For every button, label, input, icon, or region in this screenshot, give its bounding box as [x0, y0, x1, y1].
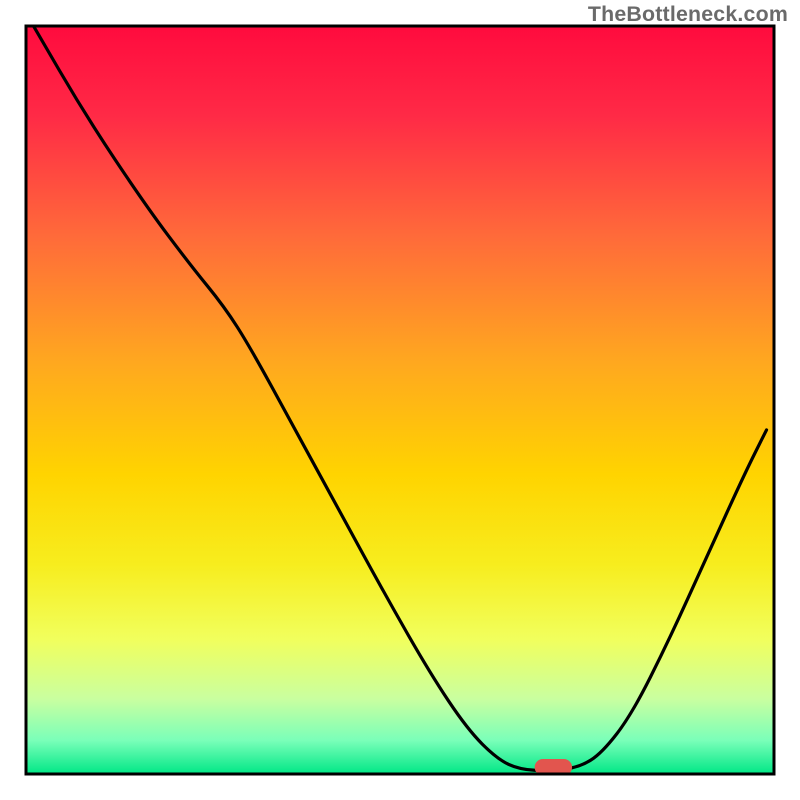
- chart-canvas: TheBottleneck.com: [0, 0, 800, 800]
- watermark-text: TheBottleneck.com: [588, 2, 788, 27]
- plot-area: [26, 26, 774, 776]
- gradient-background: [26, 26, 774, 774]
- gradient-line-chart: [0, 0, 800, 800]
